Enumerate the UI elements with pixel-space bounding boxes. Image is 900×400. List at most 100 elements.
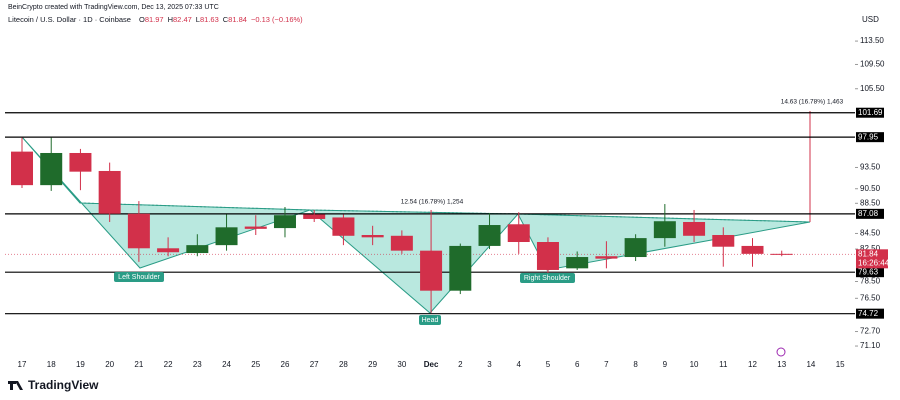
x-tick-label: 5 [546, 360, 551, 369]
candle-body [69, 152, 92, 172]
candle-body [741, 245, 764, 254]
ohlc-key: L [196, 15, 200, 24]
x-tick-label: 3 [487, 360, 492, 369]
x-tick-label: 28 [339, 360, 348, 369]
ohlc-value: 81.84 [228, 15, 247, 24]
candle-body [215, 227, 238, 246]
ohlc-key: O [139, 15, 145, 24]
neckline [79, 202, 811, 223]
annotation-box [419, 315, 441, 325]
x-tick-label: 14 [806, 360, 815, 369]
candle-body [40, 152, 63, 186]
x-tick-label: 21 [134, 360, 143, 369]
countdown: 16:26:44 [858, 258, 890, 267]
x-tick-label: 15 [836, 360, 845, 369]
price-label: 81.84 [858, 249, 879, 258]
candle-body [712, 235, 735, 247]
level-label: 79.63 [858, 267, 879, 276]
x-tick-label: Dec [424, 360, 439, 369]
candle-body [390, 235, 413, 251]
level-box [856, 208, 884, 219]
measurement: 12.54 (16.78%) 1,254 [401, 199, 464, 206]
level-box [856, 107, 884, 118]
ohlc-value: 82.47 [173, 15, 192, 24]
symbol-title: Litecoin / U.S. Dollar · 1D · Coinbase [8, 15, 131, 24]
measurement: 14.63 (16.78%) 1,463 [781, 99, 844, 106]
ohlc-value: 81.97 [145, 15, 164, 24]
candle-body [449, 245, 472, 291]
candle-body [478, 225, 501, 246]
y-tick-label: 76.50 [860, 293, 881, 302]
x-tick-label: 6 [575, 360, 580, 369]
y-tick-label: 93.50 [860, 163, 881, 172]
annotation: Head [422, 317, 439, 324]
x-tick-label: 23 [193, 360, 202, 369]
level-box [856, 132, 884, 143]
candle-body [273, 215, 296, 229]
x-tick-label: 24 [222, 360, 231, 369]
y-tick-label: 84.50 [860, 229, 881, 238]
level-box [856, 308, 884, 319]
header: BeinCrypto created with TradingView.com,… [8, 4, 219, 11]
x-tick-label: 4 [517, 360, 522, 369]
ohlc-key: H [168, 15, 173, 24]
candle-body [624, 238, 647, 258]
annotation: Left Shoulder [118, 274, 160, 281]
level-box [856, 267, 884, 278]
candle-body [157, 248, 180, 253]
x-tick-label: 9 [663, 360, 668, 369]
y-tick-label: 71.10 [860, 341, 881, 350]
level-label: 97.95 [858, 132, 879, 141]
x-tick-label: 12 [748, 360, 757, 369]
candle-body [186, 245, 209, 254]
x-tick-label: 7 [604, 360, 609, 369]
logo: TradingView [28, 378, 99, 392]
price-box [856, 249, 888, 269]
level-label: 74.72 [858, 309, 879, 318]
y-tick-label: 90.50 [860, 184, 881, 193]
x-tick-label: 29 [368, 360, 377, 369]
candle-body [595, 256, 618, 259]
currency: USD [862, 15, 879, 24]
x-tick-label: 26 [281, 360, 290, 369]
plot: 113.50109.50105.5093.5090.5088.5084.5082… [5, 36, 890, 369]
annotation: Right Shoulder [524, 275, 571, 282]
y-tick-label: 82.50 [860, 244, 881, 253]
y-tick-label: 78.50 [860, 277, 881, 286]
candle-body [244, 226, 267, 229]
x-tick-label: 22 [164, 360, 173, 369]
x-tick-label: 8 [633, 360, 638, 369]
y-tick-label: 72.70 [860, 327, 881, 336]
ohlc-key: C [223, 15, 229, 24]
x-tick-label: 25 [251, 360, 260, 369]
x-tick-label: 27 [310, 360, 319, 369]
candle-body [303, 214, 326, 219]
x-tick-label: 13 [777, 360, 786, 369]
candle-body [361, 235, 384, 238]
y-tick-label: 105.50 [860, 84, 885, 93]
x-tick-label: 17 [18, 360, 27, 369]
candle-body [566, 257, 589, 269]
candle-body [127, 213, 150, 249]
y-tick-label: 113.50 [860, 36, 884, 45]
candle-body [653, 221, 676, 239]
candle-body [507, 224, 530, 243]
candle-body [98, 170, 121, 214]
x-tick-label: 2 [458, 360, 463, 369]
change: −0.13 (−0.16%) [251, 15, 303, 24]
ohlc-value: 81.63 [200, 15, 219, 24]
annotation-box [114, 272, 164, 282]
candle-body [770, 253, 793, 255]
logo-icon [8, 381, 23, 390]
annotation-box [520, 273, 575, 283]
x-tick-label: 18 [47, 360, 56, 369]
level-label: 101.69 [858, 108, 883, 117]
x-tick-label: 30 [397, 360, 406, 369]
x-tick-label: 20 [105, 360, 114, 369]
x-tick-label: 19 [76, 360, 85, 369]
event-icon [776, 347, 786, 357]
candle-body [332, 217, 355, 236]
candle-body [536, 242, 559, 270]
y-tick-label: 88.50 [860, 198, 881, 207]
